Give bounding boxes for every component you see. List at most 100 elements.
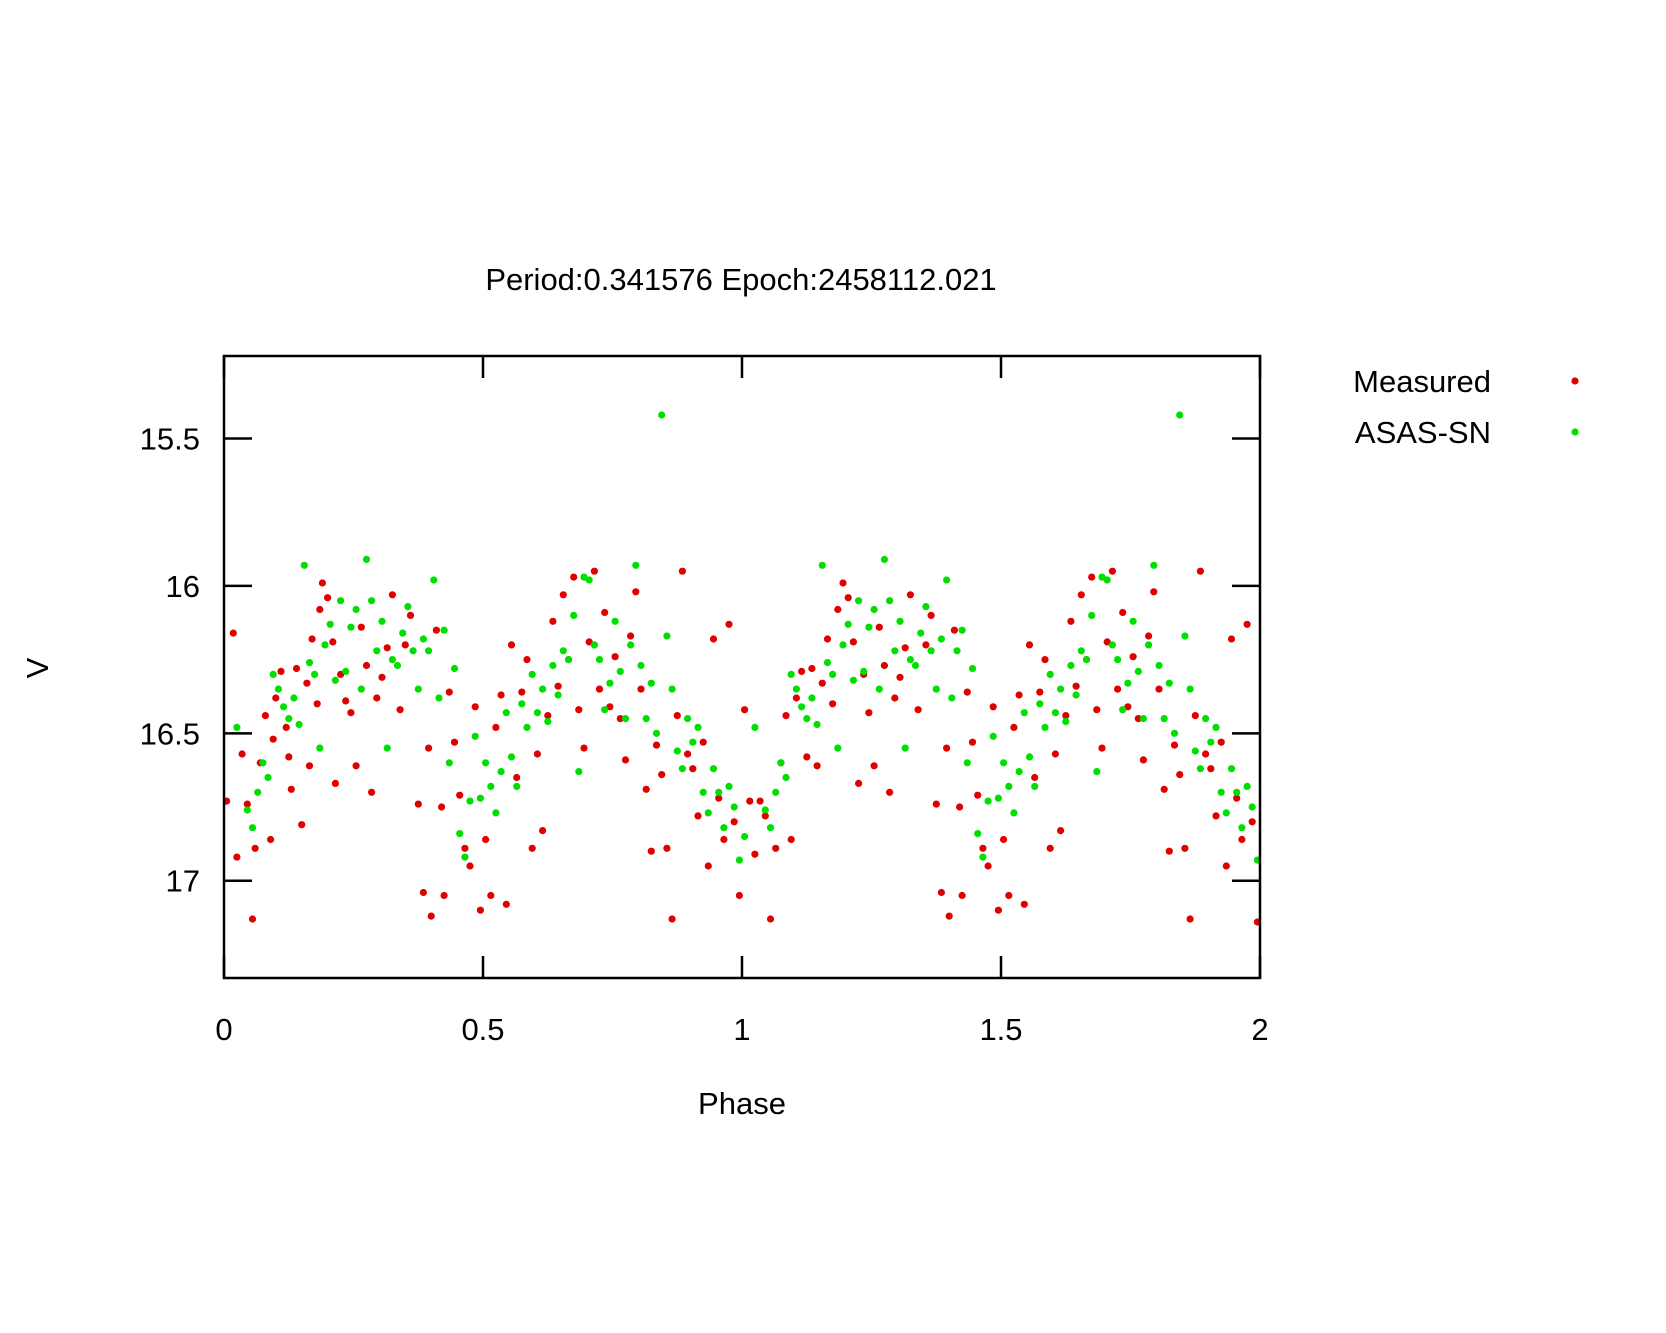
asassn-point — [513, 782, 521, 791]
asassn-point — [404, 603, 412, 611]
measured-point — [1170, 741, 1179, 749]
measured-point — [1186, 915, 1194, 923]
asassn-point — [1202, 715, 1210, 723]
measured-point — [927, 611, 935, 620]
asassn-point — [419, 635, 427, 643]
asassn-point — [564, 656, 573, 664]
measured-point — [287, 785, 295, 793]
measured-point — [1150, 588, 1158, 596]
asassn-point — [689, 738, 697, 746]
measured-point — [813, 762, 821, 770]
measured-point — [476, 906, 484, 914]
asassn-point — [440, 626, 448, 634]
measured-point — [318, 579, 326, 587]
asassn-point — [901, 744, 909, 752]
measured-point — [849, 638, 858, 646]
asassn-point — [523, 723, 531, 732]
measured-point — [1088, 573, 1096, 581]
asassn-point — [331, 676, 339, 684]
asassn-point — [1057, 685, 1065, 693]
measured-point — [414, 800, 422, 808]
asassn-point — [461, 853, 469, 861]
measured-point — [450, 738, 459, 746]
measured-point — [238, 750, 246, 758]
asassn-point — [1103, 576, 1111, 584]
asassn-point — [994, 794, 1003, 802]
asassn-point — [409, 647, 417, 655]
measured-point — [261, 712, 269, 720]
measured-point — [544, 712, 552, 720]
asassn-point — [911, 661, 920, 670]
measured-point — [466, 862, 474, 870]
asassn-point — [243, 806, 251, 814]
asassn-point — [285, 715, 293, 723]
measured-point — [425, 744, 433, 752]
measured-point — [233, 853, 241, 861]
measured-point — [267, 835, 275, 844]
asassn-point — [559, 647, 567, 655]
asassn-point — [979, 853, 987, 861]
measured-point — [292, 664, 301, 673]
measured-point — [1077, 591, 1085, 599]
y-tick-label: 16 — [166, 569, 200, 604]
measured-point — [1010, 723, 1018, 732]
asassn-point — [627, 641, 635, 649]
asassn-point — [254, 788, 262, 796]
asassn-point — [1077, 647, 1085, 655]
asassn-point — [668, 685, 676, 693]
measured-point — [445, 688, 453, 696]
measured-point — [277, 667, 285, 676]
measured-point — [1176, 771, 1184, 779]
measured-point — [865, 709, 873, 717]
asassn-point — [1155, 661, 1163, 670]
asassn-point — [932, 685, 940, 693]
measured-point — [1114, 685, 1122, 693]
measured-point — [725, 620, 733, 628]
asassn-point — [1119, 706, 1127, 714]
asassn-point — [1191, 747, 1199, 755]
measured-point — [298, 821, 306, 829]
asassn-point — [813, 720, 821, 729]
measured-point — [559, 591, 567, 599]
asassn-point — [943, 576, 951, 584]
measured-point — [580, 744, 588, 752]
asassn-point — [652, 729, 661, 737]
asassn-point — [699, 788, 707, 796]
y-tick-label: 17 — [166, 864, 200, 899]
measured-point — [772, 844, 780, 852]
asassn-point — [875, 685, 883, 693]
measured-point — [308, 635, 316, 643]
measured-point — [689, 765, 697, 773]
asassn-point — [1041, 723, 1049, 732]
asassn-point — [984, 797, 992, 805]
asassn-point — [839, 641, 847, 649]
asassn-point — [321, 641, 329, 649]
x-tick-label: 0.5 — [461, 1012, 504, 1047]
measured-point — [1057, 827, 1065, 835]
asassn-point — [533, 709, 542, 717]
asassn-point — [1108, 641, 1116, 649]
asassn-point — [694, 723, 702, 732]
measured-point — [979, 844, 987, 852]
asassn-point — [647, 679, 655, 687]
measured-point — [616, 715, 624, 723]
asassn-point — [803, 715, 811, 723]
measured-point — [694, 812, 702, 820]
measured-point — [316, 605, 324, 614]
measured-point — [1067, 617, 1075, 625]
measured-point — [533, 750, 542, 758]
asassn-point — [844, 620, 852, 628]
asassn-point — [917, 629, 925, 637]
asassn-point — [1046, 670, 1054, 679]
asassn-point — [787, 670, 795, 679]
measured-point — [1238, 835, 1246, 844]
asassn-point — [741, 832, 749, 841]
asassn-point — [886, 597, 894, 605]
asassn-point — [311, 670, 319, 679]
asassn-point — [326, 620, 334, 628]
asassn-point — [948, 694, 956, 702]
measured-point — [570, 573, 578, 581]
measured-point — [229, 629, 237, 637]
asassn-point — [1217, 788, 1225, 796]
measured-point — [401, 641, 409, 649]
